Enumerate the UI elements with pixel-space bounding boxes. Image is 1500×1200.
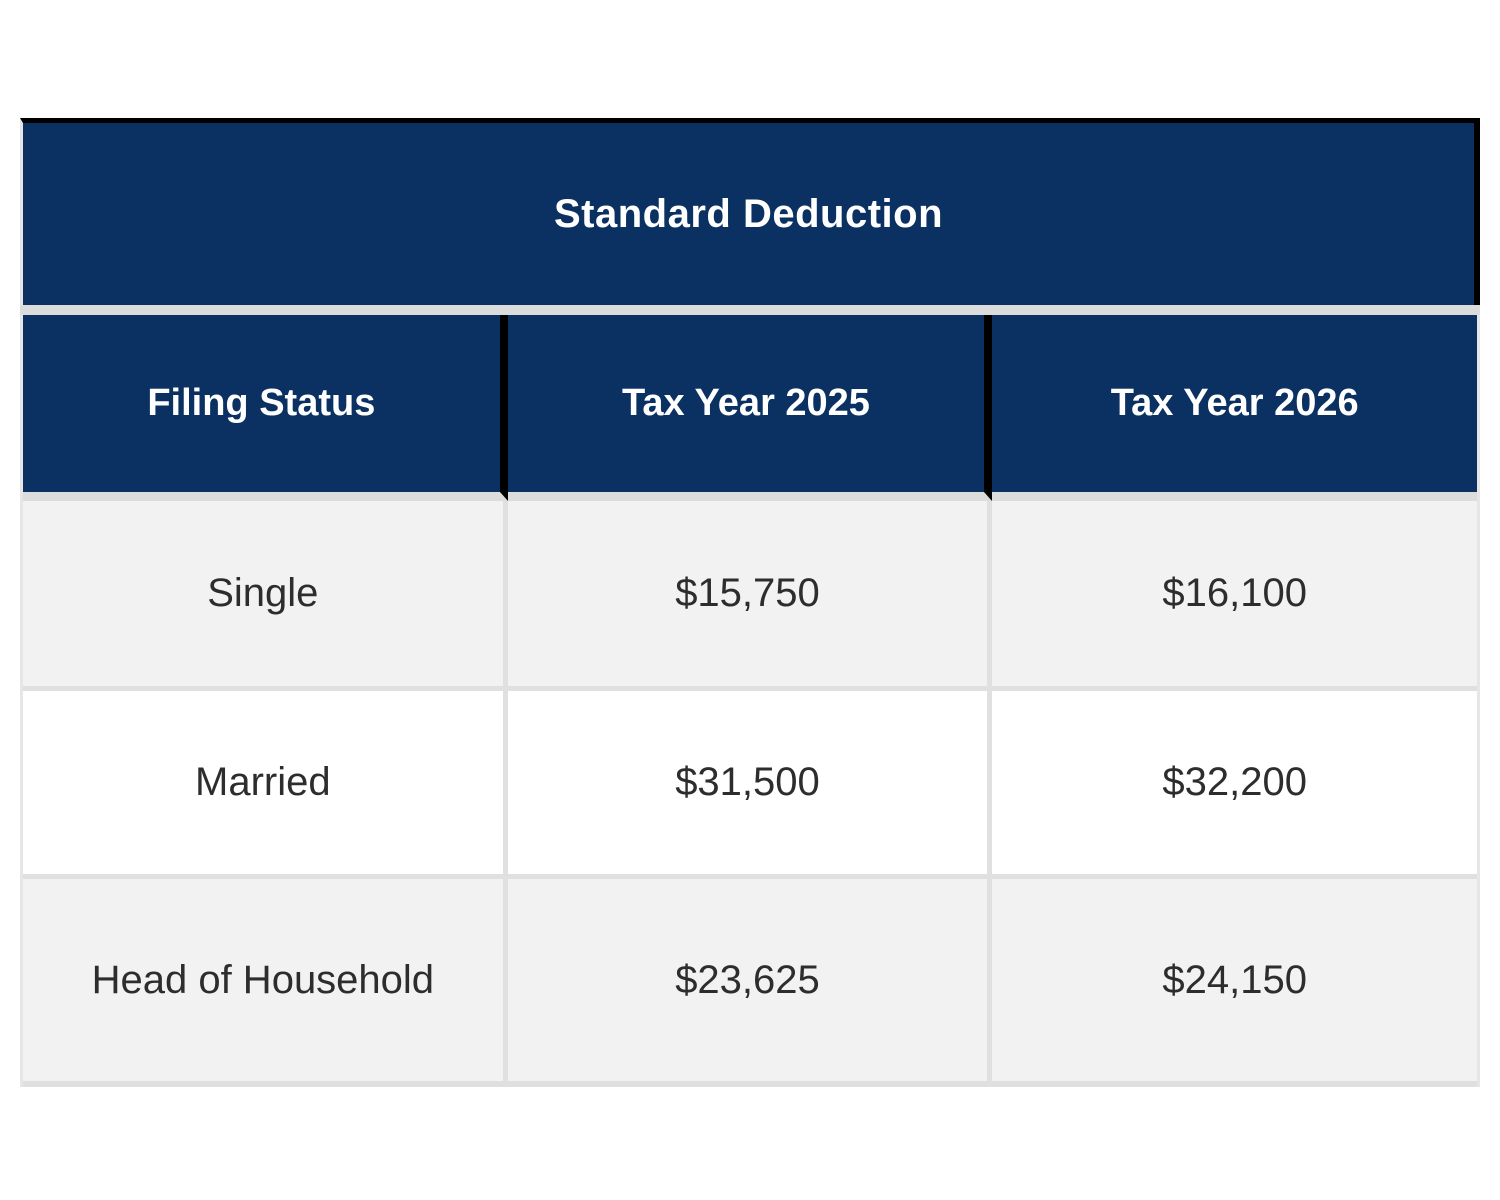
title-divider (20, 305, 1480, 315)
header-cell-filing-status: Filing Status (23, 315, 508, 501)
cell-head-of-household-2025: $23,625 (507, 879, 993, 1087)
cell-single-label: Single (23, 501, 508, 691)
cell-text: $16,100 (1162, 571, 1307, 615)
cell-head-of-household-label: Head of Household (23, 879, 508, 1087)
header-label-tax-year-2026: Tax Year 2026 (1110, 382, 1359, 424)
table-grid: Filing Status Tax Year 2025 Tax Year 202… (20, 315, 1480, 1087)
cell-married-2025: $31,500 (507, 691, 993, 879)
cell-head-of-household-2026: $24,150 (992, 879, 1477, 1087)
cell-text: Married (195, 760, 331, 804)
header-cell-tax-year-2025: Tax Year 2025 (507, 315, 993, 501)
cell-married-2026: $32,200 (992, 691, 1477, 879)
header-label-filing-status: Filing Status (147, 382, 376, 424)
cell-text: $24,150 (1162, 957, 1307, 1002)
cell-married-label: Married (23, 691, 508, 879)
header-cell-tax-year-2026: Tax Year 2026 (992, 315, 1477, 501)
cell-single-2025: $15,750 (507, 501, 993, 691)
cell-text: $15,750 (675, 571, 820, 615)
cell-single-2026: $16,100 (992, 501, 1477, 691)
standard-deduction-table: Standard Deduction Filing Status Tax Yea… (20, 118, 1480, 1087)
table-title-banner: Standard Deduction (20, 118, 1480, 305)
cell-text: Single (207, 571, 319, 615)
header-label-tax-year-2025: Tax Year 2025 (622, 382, 870, 424)
cell-text: $23,625 (675, 957, 820, 1002)
cell-text: $31,500 (675, 760, 820, 804)
cell-text: $32,200 (1162, 760, 1307, 804)
cell-text: Head of Household (91, 957, 435, 1002)
table-title: Standard Deduction (553, 191, 944, 236)
